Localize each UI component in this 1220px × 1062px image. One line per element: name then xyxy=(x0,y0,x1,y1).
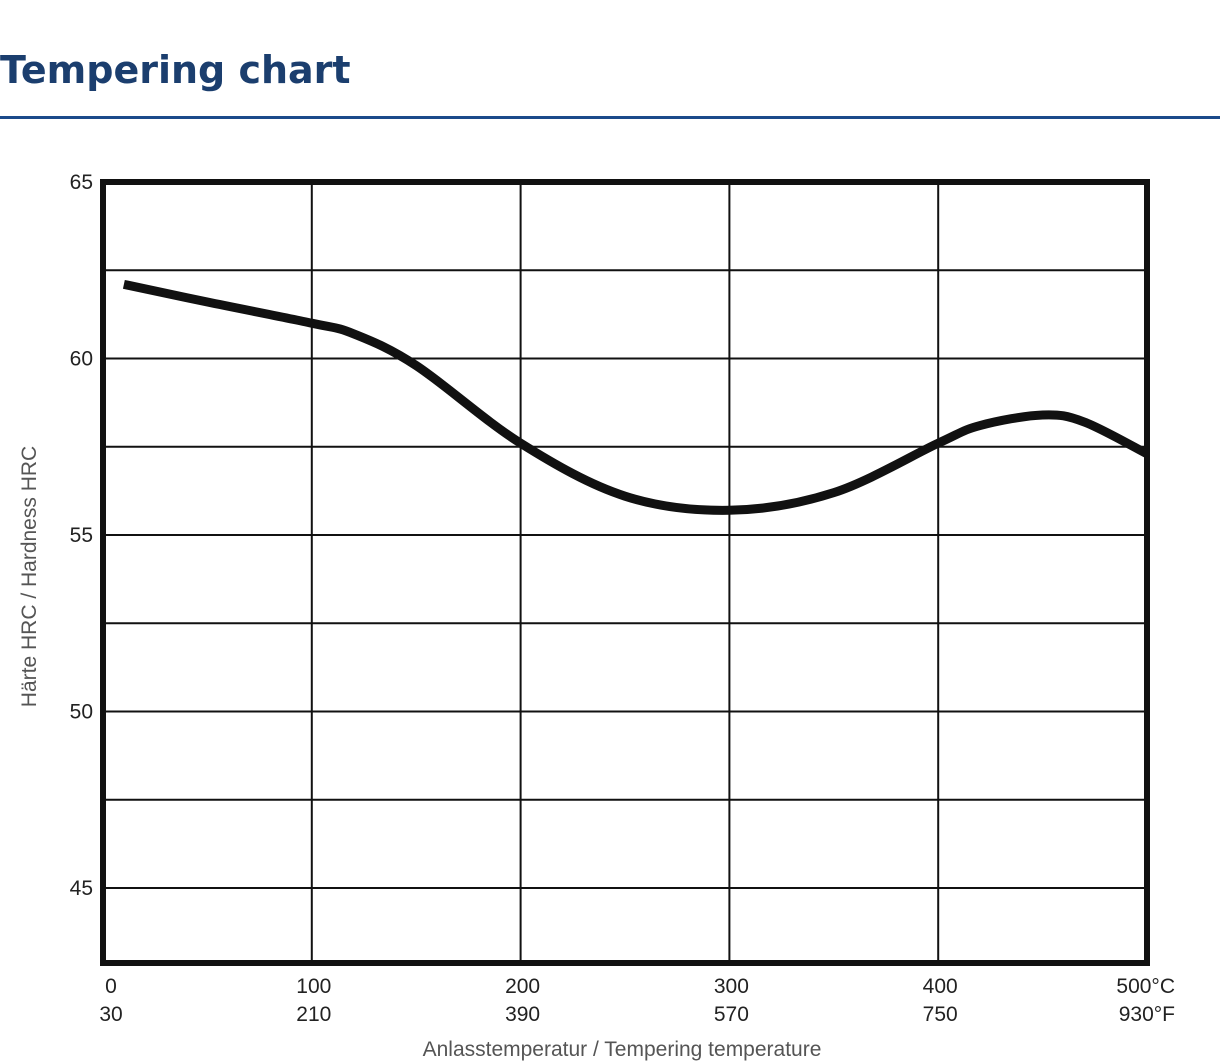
hardness-curve xyxy=(122,279,1150,515)
y-axis-title: Härte HRC / Hardness HRC xyxy=(18,446,41,707)
x-tick-label-celsius: 100 xyxy=(296,975,331,998)
x-tick-label-celsius: 500°C xyxy=(1116,975,1175,998)
series-layer xyxy=(122,279,1150,515)
y-tick-label: 60 xyxy=(70,347,93,370)
x-tick-labels: 0 30 100 210 200 390 300 570 400 750 500°C 930°F xyxy=(99,975,1175,1026)
page-title: Tempering chart xyxy=(0,48,351,92)
title-divider xyxy=(0,116,1220,119)
x-tick-label-fahrenheit: 570 xyxy=(714,1003,749,1026)
grid-lines xyxy=(103,182,1147,963)
x-tick-label-celsius: 200 xyxy=(505,975,540,998)
y-tick-label: 65 xyxy=(70,171,93,194)
plot-frame xyxy=(100,179,1150,966)
x-tick-label-fahrenheit: 210 xyxy=(296,1003,331,1026)
x-tick-label-celsius: 0 xyxy=(105,975,117,998)
y-tick-labels: 65 60 55 50 45 xyxy=(70,171,93,900)
x-tick-label-fahrenheit: 390 xyxy=(505,1003,540,1026)
x-tick-label-fahrenheit: 30 xyxy=(99,1003,122,1026)
y-tick-label: 55 xyxy=(70,524,93,547)
y-tick-label: 50 xyxy=(70,700,93,723)
x-tick-label-fahrenheit: 930°F xyxy=(1119,1003,1175,1026)
x-tick-label-celsius: 300 xyxy=(714,975,749,998)
x-tick-label-celsius: 400 xyxy=(923,975,958,998)
x-tick-label-fahrenheit: 750 xyxy=(923,1003,958,1026)
y-tick-label: 45 xyxy=(70,877,93,900)
x-axis-title: Anlasstemperatur / Tempering temperature xyxy=(423,1038,822,1061)
